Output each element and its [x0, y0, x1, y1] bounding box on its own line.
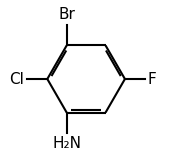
- Text: Br: Br: [58, 7, 75, 22]
- Text: F: F: [148, 72, 157, 86]
- Text: H₂N: H₂N: [52, 136, 81, 151]
- Text: Cl: Cl: [10, 72, 24, 86]
